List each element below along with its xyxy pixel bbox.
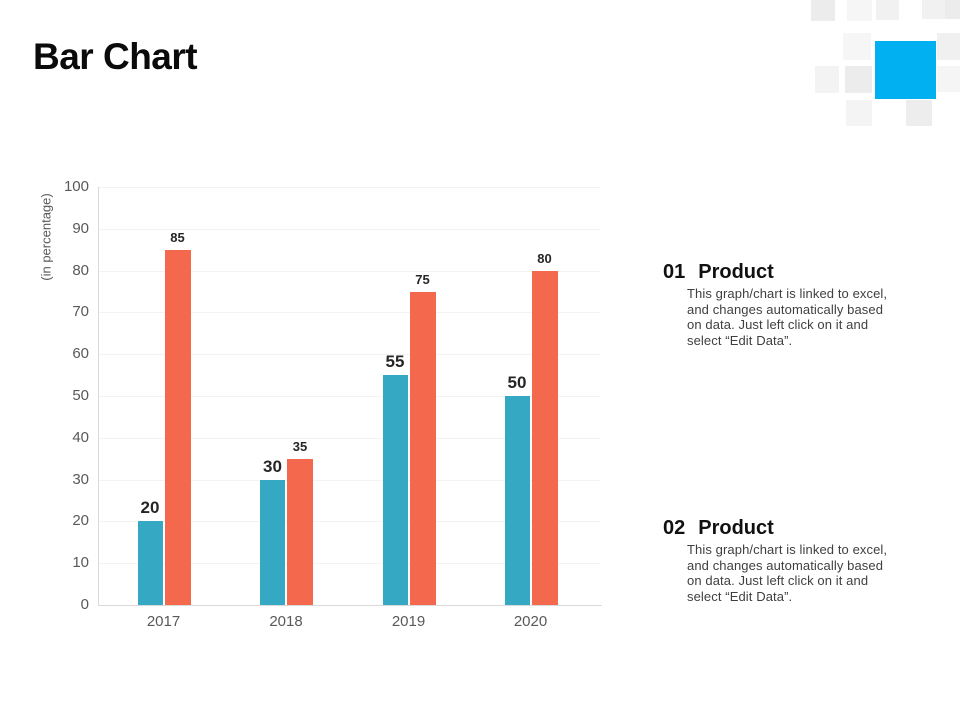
data-label-series1-2017: 20: [140, 498, 160, 518]
product-02-description: This graph/chart is linked to excel, and…: [687, 542, 933, 604]
gridline: [98, 354, 600, 356]
description-line: and changes automatically based: [687, 301, 884, 317]
product-01-description: This graph/chart is linked to excel, and…: [687, 286, 933, 348]
gridline: [98, 437, 600, 439]
gridline: [98, 270, 600, 272]
product-02-heading-row: 02 Product: [663, 518, 933, 538]
y-axis-tick-label: 100: [63, 178, 89, 195]
data-label-series2-2019: 75: [415, 271, 430, 287]
data-label-series2-2017: 85: [170, 229, 185, 245]
x-axis-tick-label: 2019: [391, 613, 426, 630]
data-label-series1-2018: 30: [263, 456, 282, 476]
y-axis-tick-label: 80: [72, 261, 89, 279]
product-block-01: 01 Product This graph/chart is linked to…: [663, 262, 933, 348]
data-label-series2-2020: 80: [537, 250, 552, 266]
x-axis-tick-label: 2017: [146, 613, 181, 630]
bar-series1-2017[interactable]: [137, 521, 163, 605]
y-axis-tick-label: 70: [72, 303, 89, 321]
x-axis-line: [98, 605, 602, 606]
product-01-title: Product: [698, 261, 774, 283]
gridline: [98, 396, 600, 397]
data-label-series1-2020: 50: [507, 373, 527, 392]
data-label-series2-2018: 35: [292, 438, 308, 454]
bar-series2-2020[interactable]: [531, 270, 558, 605]
y-axis-tick-label: 40: [72, 428, 89, 446]
data-label-series1-2019: 55: [385, 352, 405, 372]
product-02-title: Product: [698, 517, 774, 539]
y-axis-tick-label: 50: [72, 387, 89, 404]
bar-series2-2018[interactable]: [287, 458, 313, 605]
y-axis-tick-label: 0: [80, 596, 89, 613]
product-block-02: 02 Product This graph/chart is linked to…: [663, 518, 933, 604]
gridline: [98, 563, 600, 565]
y-axis-tick-label: 90: [72, 219, 89, 237]
description-line: and changes automatically based: [687, 557, 884, 573]
description-line: This graph/chart is linked to excel,: [687, 286, 888, 301]
gridline: [98, 312, 600, 314]
y-axis-tick-label: 20: [72, 512, 89, 530]
gridline: [98, 187, 600, 188]
product-01-number: 01: [663, 261, 686, 283]
y-axis-tick-label: 30: [72, 470, 89, 488]
bar-series1-2020[interactable]: [504, 396, 530, 605]
description-line: select “Edit Data”.: [687, 588, 793, 604]
y-axis-title: (in percentage): [38, 193, 54, 281]
y-axis-tick-label: 60: [72, 345, 89, 363]
description-line: on data. Just left click on it and: [687, 317, 869, 332]
product-02-number: 02: [663, 517, 686, 539]
page-title: Bar Chart: [33, 35, 198, 77]
description-line: on data. Just left click on it and: [687, 573, 869, 588]
description-line: This graph/chart is linked to excel,: [687, 542, 888, 557]
gridline: [98, 479, 600, 481]
bar-series1-2018[interactable]: [260, 479, 285, 605]
bar-series1-2019[interactable]: [382, 375, 408, 605]
bar-series2-2017[interactable]: [164, 249, 191, 605]
bar-series2-2019[interactable]: [409, 291, 436, 605]
x-axis-tick-label: 2020: [513, 613, 548, 630]
x-axis-tick-label: 2018: [269, 613, 303, 630]
y-axis-tick-label: 10: [72, 554, 89, 572]
product-01-heading-row: 01 Product: [663, 262, 933, 282]
description-line: select “Edit Data”.: [687, 332, 793, 348]
gridline: [98, 228, 600, 230]
gridline: [98, 521, 600, 523]
y-axis-line: [98, 187, 99, 606]
